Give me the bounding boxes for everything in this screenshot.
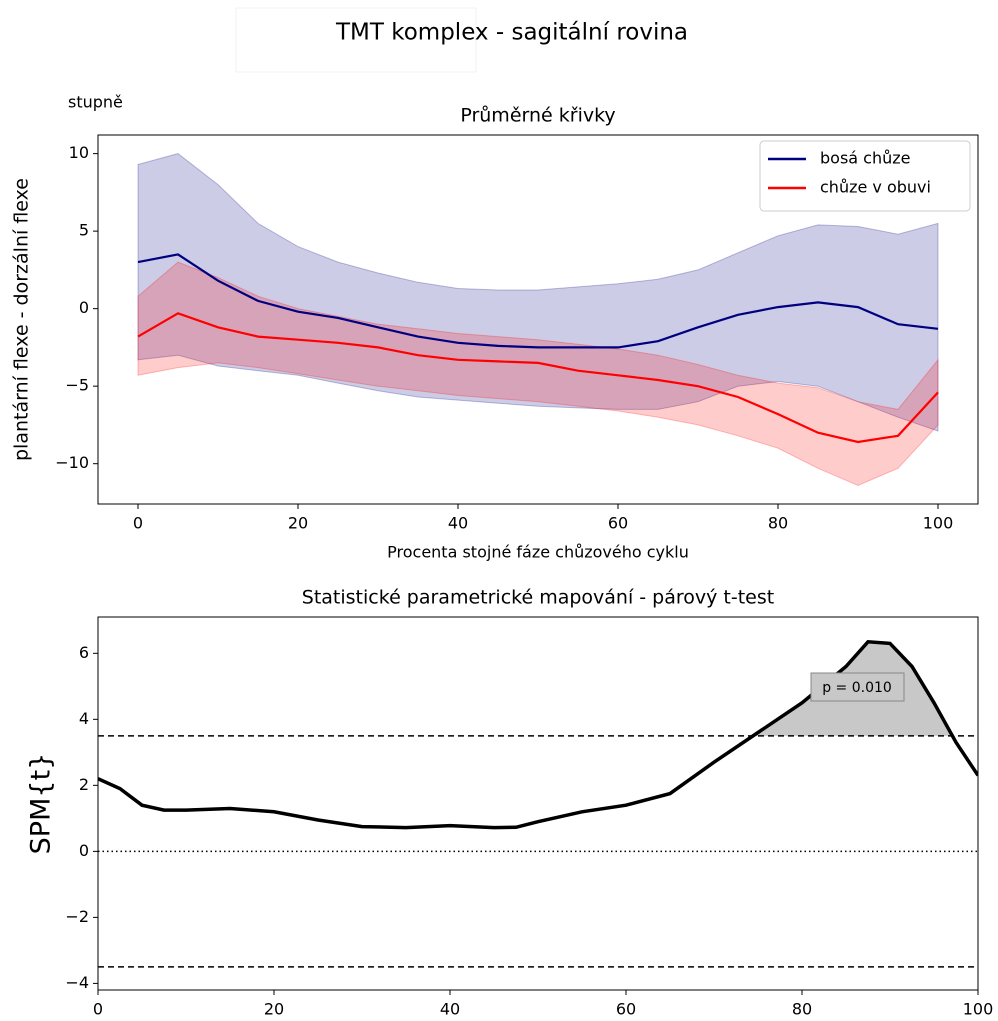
cluster <box>753 641 953 736</box>
x-tick-label: 40 <box>448 514 468 533</box>
band <box>137 153 939 432</box>
x-tick-label: 80 <box>792 1000 812 1019</box>
series-line <box>137 312 939 444</box>
legend-label: chůze v obuvi <box>820 178 931 197</box>
y-tick-label: −4 <box>65 973 89 992</box>
chart-0: 0 20 40 60 80 100 −10 −5 0 5 10 Průměrné křivky Proc… <box>11 105 979 562</box>
series-line <box>98 639 978 830</box>
y-tick-label: −5 <box>65 376 89 395</box>
y-tick-label: 2 <box>79 775 89 794</box>
y-tick-label: −10 <box>55 453 89 472</box>
x-tick-label: 40 <box>440 1000 460 1019</box>
series-line <box>137 253 939 349</box>
legend-box <box>759 140 971 212</box>
x-tick-label: 0 <box>93 1000 103 1019</box>
x-tick-label: 20 <box>288 514 308 533</box>
y-tick-label: 5 <box>79 221 89 240</box>
chart-title: Průměrné křivky <box>460 105 615 127</box>
x-tick-label: 20 <box>264 1000 284 1019</box>
x-tick-label: 100 <box>963 1000 994 1019</box>
suptitle: TMT komplex - sagitální rovina <box>335 20 688 46</box>
unit-annotation: stupně <box>68 93 123 112</box>
legend-label: bosá chůze <box>820 149 911 168</box>
y-tick-label: 6 <box>79 643 89 662</box>
x-tick-label: 80 <box>768 514 788 533</box>
x-tick-label: 0 <box>133 514 143 533</box>
y-tick-label: 0 <box>79 298 89 317</box>
p-value-annotation: p = 0.010 <box>822 680 892 696</box>
chart-1: 0 20 40 60 80 100 −4 −2 0 2 4 6 Statistické parametr… <box>26 587 994 1019</box>
x-axis-label: Procenta stojné fáze chůzového cyklu <box>387 543 689 562</box>
axes-frame <box>97 616 979 991</box>
y-tick-label: 10 <box>69 143 89 162</box>
axes-frame <box>97 134 979 505</box>
y-axis-label: SPM{t} <box>26 753 57 855</box>
y-axis-label: plantární flexe - dorzální flexe <box>11 178 33 461</box>
x-tick-label: 60 <box>608 514 628 533</box>
chart-title: Statistické parametrické mapování - páro… <box>302 587 774 609</box>
y-tick-label: 0 <box>79 841 89 860</box>
title-box <box>235 7 477 73</box>
x-tick-label: 60 <box>616 1000 636 1019</box>
y-tick-label: −2 <box>65 907 89 926</box>
plot-area <box>137 153 939 486</box>
y-tick-label: 4 <box>79 709 89 728</box>
x-tick-label: 100 <box>923 514 954 533</box>
annotation-box <box>810 672 905 702</box>
